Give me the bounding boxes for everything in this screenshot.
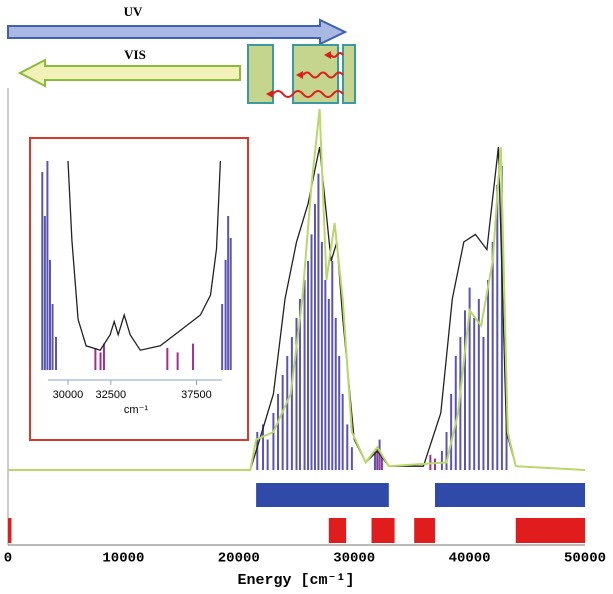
level-box <box>247 44 274 104</box>
x-tick-label: 50000 <box>564 551 606 567</box>
x-tick-label: 37500 <box>181 389 212 401</box>
x-tick-label: 30000 <box>333 551 375 567</box>
x-axis-label: Energy [cm⁻¹] <box>237 572 354 589</box>
inset-x-axis-label: cm⁻¹ <box>124 404 148 416</box>
band-span <box>256 483 389 507</box>
band-span <box>328 518 347 543</box>
series-line <box>8 108 586 471</box>
x-tick-label: 40000 <box>449 551 491 567</box>
band-span <box>434 483 585 507</box>
series-line <box>67 160 222 351</box>
band-span <box>515 518 585 543</box>
vis-label: VIS <box>124 47 146 62</box>
band-span <box>371 518 395 543</box>
band-span <box>414 518 435 543</box>
vis-arrow <box>17 58 241 88</box>
x-tick-label: 0 <box>4 551 12 567</box>
x-tick-label: 32500 <box>96 389 127 401</box>
uv-arrow <box>7 18 348 46</box>
x-tick-label: 20000 <box>218 551 260 567</box>
x-tick-label: 30000 <box>53 389 84 401</box>
uv-label: UV <box>124 4 143 19</box>
x-tick-label: 10000 <box>102 551 144 567</box>
arrow-heads <box>266 51 331 98</box>
band-span <box>8 518 12 543</box>
level-box <box>342 44 356 104</box>
wavy-arrows <box>272 52 344 98</box>
